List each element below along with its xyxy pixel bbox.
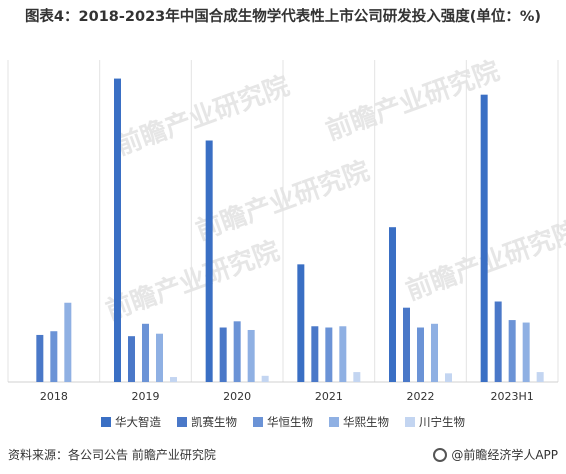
bar [233,321,241,382]
bar [142,323,149,382]
bar [403,307,410,382]
category-dividers [7,60,559,383]
bar [389,227,396,382]
watermark-text: 前瞻产业研究院 [322,55,504,146]
bar [480,94,488,382]
legend-label: 川宁生物 [419,415,465,429]
x-tick-label: 2023H1 [491,390,534,403]
brand: @前瞻经济学人APP [433,446,558,463]
legend-item: 华恒生物 [253,414,313,430]
legend-label: 华恒生物 [267,415,313,429]
bar [353,372,361,382]
x-tick-label: 2018 [40,390,68,403]
legend-item: 川宁生物 [405,414,465,430]
x-tick-labels: 2018 2019 2020 2021 2022 2023H1 [40,390,534,403]
x-tick-label: 2019 [132,390,160,403]
legend-label: 凯赛生物 [191,415,237,429]
watermark-text: 前瞻产业研究院 [112,70,294,161]
bar [50,331,58,382]
legend-item: 凯赛生物 [177,414,237,430]
bar [508,320,516,382]
bar [205,140,213,382]
bar [431,323,438,382]
bar [170,377,177,382]
bar [128,336,135,382]
legend-label: 华熙生物 [343,415,389,429]
bar [114,78,121,383]
x-tick-label: 2020 [223,390,251,403]
bar [36,334,44,382]
bar [219,327,227,382]
bar [445,373,452,382]
x-tick-label: 2021 [315,390,343,403]
bar [247,329,255,382]
bar [297,264,305,382]
legend-item: 华大智造 [101,414,161,430]
bar [522,322,530,382]
bars-layer [36,78,544,383]
x-tick-label: 2022 [407,390,435,403]
bar [325,327,333,382]
source-note: 资料来源：各公司公告 前瞻产业研究院 [8,448,216,462]
legend-swatch [177,417,187,427]
legend: 华大智造 凯赛生物 华恒生物 华熙生物 川宁生物 [0,414,566,430]
bar [261,375,269,382]
brand-logo-icon [433,447,448,462]
legend-swatch [329,417,339,427]
bar [339,326,347,382]
legend-swatch [253,417,263,427]
legend-swatch [405,417,415,427]
chart-title: 图表4：2018-2023年中国合成生物学代表性上市公司研发投入强度(单位：%) [24,9,542,25]
legend-label: 华大智造 [115,415,161,429]
bar [64,302,72,382]
brand-label: @前瞻经济学人APP [451,448,558,462]
bar [536,372,544,382]
bar [156,333,163,382]
bar [311,326,319,382]
legend-item: 华熙生物 [329,414,389,430]
legend-swatch [101,417,111,427]
footer: 资料来源：各公司公告 前瞻产业研究院 @前瞻经济学人APP [8,446,558,466]
bar [494,301,502,382]
watermark-text: 前瞻产业研究院 [102,235,284,326]
bar [417,327,424,382]
